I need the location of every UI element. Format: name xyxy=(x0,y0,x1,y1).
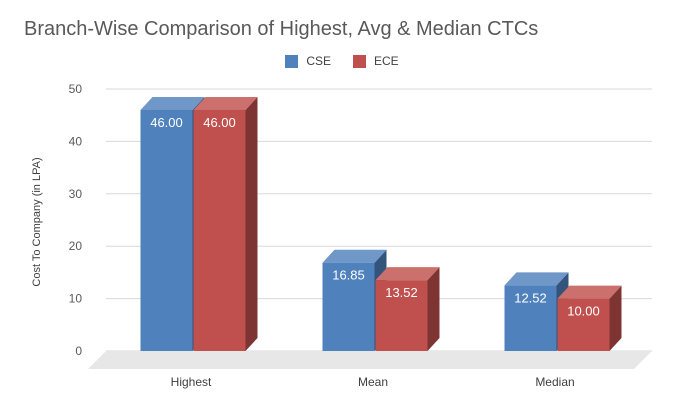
x-tick-label-median: Median xyxy=(535,375,574,389)
legend-item-cse: CSE xyxy=(285,54,331,68)
y-axis-title: Cost To Company (in LPA) xyxy=(31,157,43,286)
data-label-ece-highest: 46.00 xyxy=(203,115,236,130)
bar-ece-mean xyxy=(375,280,428,351)
data-label-ece-median: 10.00 xyxy=(567,304,600,319)
y-tick-label: 10 xyxy=(69,292,83,306)
legend-swatch-ece xyxy=(353,54,366,68)
y-tick-label: 50 xyxy=(69,82,83,96)
bar-top-ece-highest xyxy=(193,96,258,110)
legend-label-ece: ECE xyxy=(374,54,399,68)
bar-side-ece-highest xyxy=(245,96,258,352)
bar-cse-highest xyxy=(140,109,193,352)
y-tick-label: 40 xyxy=(69,134,83,148)
bar-top-cse-highest xyxy=(140,96,205,110)
y-tick-label: 20 xyxy=(69,239,83,253)
bar-top-cse-median xyxy=(504,272,569,286)
legend-label-cse: CSE xyxy=(306,54,331,68)
chart-title: Branch-Wise Comparison of Highest, Avg &… xyxy=(24,18,539,40)
legend: CSE ECE xyxy=(0,54,684,68)
bar-ece-highest xyxy=(193,109,246,352)
data-label-ece-mean: 13.52 xyxy=(385,285,418,300)
data-label-cse-median: 12.52 xyxy=(514,290,547,305)
bar-top-ece-median xyxy=(557,285,622,299)
x-tick-label-highest: Highest xyxy=(171,375,212,389)
legend-item-ece: ECE xyxy=(353,54,399,68)
bar-ece-median xyxy=(557,298,610,351)
legend-swatch-cse xyxy=(285,54,299,68)
data-label-cse-highest: 46.00 xyxy=(150,115,183,130)
bar-cse-median xyxy=(504,285,557,351)
plot-floor xyxy=(88,351,652,369)
y-tick-label: 0 xyxy=(75,344,82,358)
bar-cse-mean xyxy=(322,262,375,351)
x-tick-label-mean: Mean xyxy=(358,375,388,389)
bar-top-cse-mean xyxy=(322,249,387,263)
bar-side-ece-median xyxy=(609,285,622,351)
bar-top-ece-mean xyxy=(375,267,440,281)
bar-side-ece-mean xyxy=(427,267,440,351)
data-label-cse-mean: 16.85 xyxy=(332,268,365,283)
y-tick-label: 30 xyxy=(69,187,83,201)
